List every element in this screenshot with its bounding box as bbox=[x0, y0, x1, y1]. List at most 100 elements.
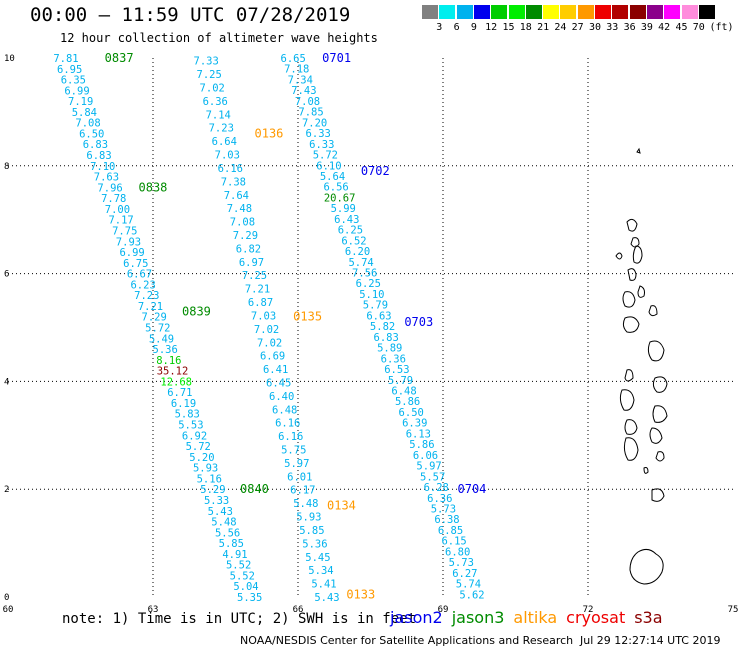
pass-label-jason2: 0702 bbox=[361, 164, 390, 178]
wave-height-value: 6.95 bbox=[57, 64, 82, 76]
wave-height-value: 6.36 bbox=[381, 353, 406, 365]
wave-height-value: 7.25 bbox=[242, 270, 267, 282]
island bbox=[652, 376, 668, 393]
wave-height-value: 7.33 bbox=[194, 56, 219, 68]
legend-label: 3 bbox=[436, 22, 443, 33]
wave-height-value: 7.85 bbox=[298, 107, 323, 119]
wave-height-value: 5.36 bbox=[153, 344, 178, 356]
wave-height-value: 5.45 bbox=[305, 552, 330, 564]
wave-height-value: 6.15 bbox=[441, 536, 466, 548]
pass-label-jason2: 0704 bbox=[458, 482, 487, 496]
legend-swatch bbox=[473, 5, 490, 19]
wave-height-value: 7.18 bbox=[284, 64, 309, 76]
wave-height-value: 6.87 bbox=[248, 297, 273, 309]
wave-height-value: 7.93 bbox=[116, 236, 141, 248]
wave-height-value: 5.49 bbox=[149, 333, 174, 345]
wave-height-value: 6.63 bbox=[366, 310, 391, 322]
legend-swatch bbox=[698, 5, 715, 19]
wave-height-value: 5.35 bbox=[237, 592, 262, 604]
source-jason2: jason2 bbox=[390, 608, 443, 627]
wave-height-value: 6.10 bbox=[316, 160, 341, 172]
legend-swatch bbox=[629, 5, 646, 19]
wave-height-value: 6.19 bbox=[171, 398, 196, 410]
island bbox=[619, 389, 635, 411]
pass-label-jason3: 0838 bbox=[139, 180, 168, 194]
wave-height-value: 6.83 bbox=[374, 332, 399, 344]
legend-label: 15 bbox=[502, 22, 515, 33]
source-jason3: jason3 bbox=[451, 608, 505, 627]
island bbox=[636, 147, 641, 154]
legend-label: 30 bbox=[588, 22, 602, 33]
wave-height-value: 20.67 bbox=[324, 192, 356, 204]
y-tick-label: 2 bbox=[4, 485, 9, 495]
wave-height-value: 6.36 bbox=[427, 493, 452, 505]
wave-height-value: 7.08 bbox=[230, 217, 255, 229]
wave-height-value: 5.62 bbox=[459, 589, 484, 601]
x-tick-label: 60 bbox=[3, 605, 14, 615]
wave-height-value: 6.56 bbox=[323, 182, 348, 194]
pass-label-jason2: 0703 bbox=[404, 315, 433, 329]
wave-height-value: 5.34 bbox=[308, 565, 333, 577]
wave-height-value: 5.72 bbox=[186, 441, 211, 453]
y-tick-label: 10 bbox=[4, 54, 15, 64]
wave-height-value: 5.33 bbox=[204, 495, 229, 507]
legend-label: 21 bbox=[537, 22, 550, 33]
wave-height-value: 5.85 bbox=[219, 538, 244, 550]
pass-label-jason2: 0701 bbox=[322, 51, 351, 65]
wave-height-value: 5.20 bbox=[189, 452, 214, 464]
source-cryosat: cryosat bbox=[566, 608, 626, 627]
wave-height-value: 7.43 bbox=[291, 85, 316, 97]
credit-line: NOAA/NESDIS Center for Satellite Applica… bbox=[240, 634, 574, 647]
wave-height-value: 6.97 bbox=[239, 257, 264, 269]
wave-height-value: 7.56 bbox=[352, 268, 377, 280]
wave-height-value: 6.99 bbox=[119, 247, 144, 259]
island bbox=[649, 427, 663, 444]
wave-height-value: 5.52 bbox=[230, 570, 255, 582]
wave-height-value: 6.41 bbox=[263, 364, 288, 376]
legend-label: 36 bbox=[623, 22, 636, 33]
island bbox=[629, 548, 664, 585]
legend-label: 42 bbox=[658, 22, 671, 33]
legend-label: 24 bbox=[554, 22, 567, 33]
wave-height-value: 7.03 bbox=[251, 310, 276, 322]
wave-height-value: 6.33 bbox=[309, 139, 334, 151]
island bbox=[655, 451, 665, 462]
wave-height-value: 5.99 bbox=[331, 203, 356, 215]
legend-swatch bbox=[422, 5, 438, 19]
legend-swatch bbox=[681, 5, 698, 19]
wave-height-value: 7.21 bbox=[138, 301, 163, 313]
track-2: 7.337.257.026.367.147.236.647.036.167.38… bbox=[194, 56, 340, 604]
wave-height-value: 6.16 bbox=[278, 431, 303, 443]
wave-height-value: 7.64 bbox=[224, 190, 249, 202]
wave-height-value: 5.43 bbox=[314, 592, 339, 604]
wave-height-value: 6.85 bbox=[438, 525, 463, 537]
wave-height-value: 6.06 bbox=[413, 450, 438, 462]
wave-height-tracks: 7.816.956.356.997.195.847.086.506.836.83… bbox=[53, 53, 484, 604]
wave-height-value: 6.28 bbox=[424, 482, 449, 494]
legend-swatch bbox=[595, 5, 611, 19]
wave-height-value: 5.93 bbox=[296, 512, 321, 524]
legend-label: 45 bbox=[675, 22, 688, 33]
pass-label-jason3: 0840 bbox=[240, 482, 269, 496]
source-altika: altika bbox=[513, 608, 558, 627]
track-1: 7.816.956.356.997.195.847.086.506.836.83… bbox=[53, 53, 262, 604]
legend-unit: (ft) bbox=[709, 22, 734, 33]
legend-label: 6 bbox=[453, 22, 460, 33]
wave-height-value: 7.03 bbox=[215, 150, 240, 162]
legend-label: 18 bbox=[519, 22, 532, 33]
pass-label-altika: 0136 bbox=[255, 126, 284, 140]
wave-height-value: 6.25 bbox=[356, 278, 381, 290]
wave-height-value: 7.00 bbox=[105, 204, 130, 216]
wave-height-value: 6.33 bbox=[306, 128, 331, 140]
wave-height-value: 6.16 bbox=[218, 163, 243, 175]
legend-swatch bbox=[577, 5, 594, 19]
wave-height-value: 7.78 bbox=[101, 193, 126, 205]
wave-height-value: 7.02 bbox=[257, 337, 282, 349]
wave-height-value: 6.67 bbox=[127, 269, 152, 281]
wave-height-value: 7.81 bbox=[53, 53, 78, 65]
generation-timestamp: Jul 29 12:27:14 UTC 2019 bbox=[580, 634, 721, 647]
legend-swatch bbox=[646, 5, 663, 19]
wave-height-value: 7.29 bbox=[142, 312, 167, 324]
wave-height-value: 5.48 bbox=[293, 498, 318, 510]
legend-swatch bbox=[456, 5, 473, 19]
